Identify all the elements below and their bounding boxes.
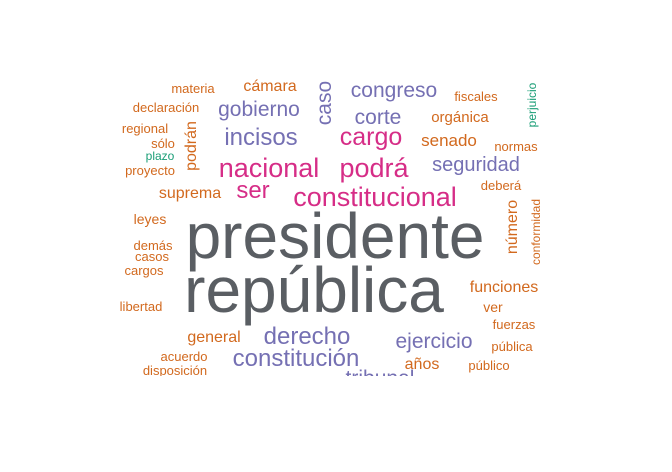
word-45: pública <box>491 339 533 354</box>
word-6: cargo <box>340 123 403 151</box>
word-40: normas <box>494 139 538 154</box>
word-3: constitucional <box>293 182 457 212</box>
word-30: sólo <box>151 136 175 151</box>
word-2: república <box>184 254 444 326</box>
word-1: presidente <box>186 200 485 272</box>
word-48: perjuicio <box>525 82 539 127</box>
word-20: orgánica <box>431 109 489 126</box>
word-37: acuerdo <box>161 349 208 364</box>
word-17: tribunal <box>346 367 415 390</box>
word-33: demás <box>133 238 173 253</box>
word-35: cargos <box>124 263 164 278</box>
word-9: gobierno <box>218 98 300 121</box>
word-27: materia <box>171 81 215 96</box>
word-7: ser <box>236 177 269 204</box>
word-24: general <box>187 329 240 346</box>
word-11: corte <box>355 106 402 129</box>
word-28: declaración <box>133 100 200 115</box>
word-4: nacional <box>219 153 320 183</box>
word-21: suprema <box>159 185 221 202</box>
word-25: años <box>405 356 440 373</box>
word-34: casos <box>135 249 169 264</box>
word-18: cámara <box>243 78 296 95</box>
word-38: disposición <box>143 363 207 378</box>
word-15: constitución <box>233 345 360 372</box>
word-19: senado <box>421 131 477 150</box>
word-8: incisos <box>224 124 297 151</box>
word-44: fuerzas <box>493 317 536 332</box>
word-22: podrán <box>183 121 200 171</box>
word-42: conformidad <box>529 199 543 265</box>
word-29: regional <box>122 121 168 136</box>
word-36: libertad <box>120 299 163 314</box>
word-14: derecho <box>264 323 351 350</box>
word-16: ejercicio <box>395 330 472 353</box>
word-43: ver <box>483 299 503 315</box>
word-41: deberá <box>481 178 522 193</box>
word-32: leyes <box>134 211 167 227</box>
word-12: caso <box>313 81 336 125</box>
word-26: número <box>504 200 521 254</box>
word-46: público <box>468 358 509 373</box>
word-5: podrá <box>339 153 409 183</box>
word-39: fiscales <box>454 89 498 104</box>
word-13: seguridad <box>432 154 520 176</box>
word-31: proyecto <box>125 163 175 178</box>
word-23: funciones <box>470 279 539 296</box>
word-10: congreso <box>351 79 437 102</box>
word-47: plazo <box>146 149 175 163</box>
